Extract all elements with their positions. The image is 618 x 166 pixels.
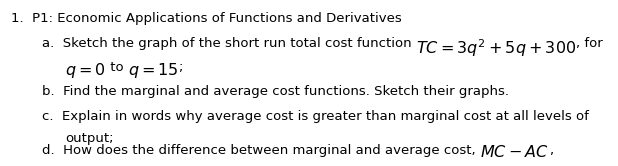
Text: $q = 0$: $q = 0$	[65, 61, 106, 80]
Text: $TC = 3q^2 + 5q + 300$: $TC = 3q^2 + 5q + 300$	[416, 37, 576, 59]
Text: d.  How does the difference between marginal and average cost,: d. How does the difference between margi…	[42, 144, 480, 157]
Text: ;: ;	[179, 61, 183, 74]
Text: output;: output;	[65, 132, 113, 145]
Text: $MC - AC$: $MC - AC$	[480, 144, 549, 161]
Text: a.  Sketch the graph of the short run total cost function: a. Sketch the graph of the short run tot…	[42, 37, 416, 50]
Text: b.  Find the marginal and average cost functions. Sketch their graphs.: b. Find the marginal and average cost fu…	[42, 85, 509, 98]
Text: ,: ,	[549, 144, 552, 157]
Text: 1.  P1: Economic Applications of Functions and Derivatives: 1. P1: Economic Applications of Function…	[11, 12, 402, 25]
Text: $q = 15$: $q = 15$	[127, 61, 179, 80]
Text: to: to	[106, 61, 127, 74]
Text: c.  Explain in words why average cost is greater than marginal cost at all level: c. Explain in words why average cost is …	[42, 110, 589, 123]
Text: , for: , for	[576, 37, 603, 50]
